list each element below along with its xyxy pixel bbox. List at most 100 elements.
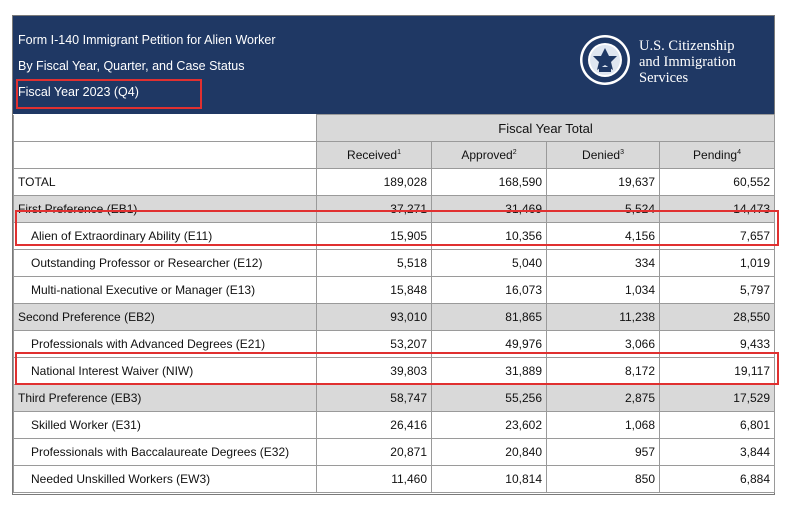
fiscal-year-label: Fiscal Year 2023 (Q4)	[18, 85, 139, 99]
row-label: Third Preference (EB3)	[13, 384, 317, 412]
cell-received: 26,416	[316, 411, 432, 439]
table-row: Second Preference (EB2) 93,010 81,865 11,23…	[13, 303, 775, 331]
cell-approved: 168,590	[431, 168, 547, 196]
cell-denied: 850	[546, 465, 660, 493]
cell-pending: 28,550	[659, 303, 775, 331]
cell-received: 58,747	[316, 384, 432, 412]
column-header-received: Received1	[316, 141, 432, 169]
column-header-pending: Pending4	[659, 141, 775, 169]
table-row: Needed Unskilled Workers (EW3) 11,460 10,8…	[13, 465, 775, 493]
blank-corner-2	[13, 141, 317, 169]
table-row: TOTAL 189,028 168,590 19,637 60,552	[13, 168, 775, 196]
row-label: Needed Unskilled Workers (EW3)	[13, 465, 317, 493]
cell-approved: 31,469	[431, 195, 547, 223]
cell-approved: 49,976	[431, 330, 547, 358]
row-label: Professionals with Advanced Degrees (E21…	[13, 330, 317, 358]
row-label: TOTAL	[13, 168, 317, 196]
column-label: Received	[347, 148, 398, 162]
cell-approved: 5,040	[431, 249, 547, 277]
row-label: National Interest Waiver (NIW)	[13, 357, 317, 385]
cell-approved: 20,840	[431, 438, 547, 466]
cell-pending: 19,117	[659, 357, 775, 385]
cell-denied: 334	[546, 249, 660, 277]
agency-name-line1: U.S. Citizenship	[639, 38, 735, 54]
dhs-seal-icon	[580, 35, 630, 85]
report-frame: Form I-140 Immigrant Petition for Alien …	[12, 15, 775, 495]
cell-pending: 9,433	[659, 330, 775, 358]
table-row: Professionals with Baccalaureate Degrees…	[13, 438, 775, 466]
cell-received: 37,271	[316, 195, 432, 223]
row-label: First Preference (EB1)	[13, 195, 317, 223]
cell-pending: 1,019	[659, 249, 775, 277]
cell-denied: 5,524	[546, 195, 660, 223]
cell-pending: 5,797	[659, 276, 775, 304]
cell-denied: 2,875	[546, 384, 660, 412]
cell-approved: 23,602	[431, 411, 547, 439]
row-label: Multi-national Executive or Manager (E13…	[13, 276, 317, 304]
table-row: Third Preference (EB3) 58,747 55,256 2,875 1…	[13, 384, 775, 412]
column-header-approved: Approved2	[431, 141, 547, 169]
cell-denied: 4,156	[546, 222, 660, 250]
cell-denied: 8,172	[546, 357, 660, 385]
report-title: Form I-140 Immigrant Petition for Alien …	[18, 33, 276, 47]
cell-received: 11,460	[316, 465, 432, 493]
cell-pending: 6,801	[659, 411, 775, 439]
row-label: Alien of Extraordinary Ability (E11)	[13, 222, 317, 250]
cell-approved: 16,073	[431, 276, 547, 304]
cell-received: 53,207	[316, 330, 432, 358]
agency-name-line3: Services	[639, 70, 689, 86]
footnote-marker: 3	[620, 149, 624, 156]
fiscal-year-total-header: Fiscal Year Total	[316, 114, 775, 142]
table-row: National Interest Waiver (NIW) 39,803 31,8…	[13, 357, 775, 385]
footnote-marker: 1	[397, 149, 401, 156]
table-row: Professionals with Advanced Degrees (E21…	[13, 330, 775, 358]
cell-approved: 10,356	[431, 222, 547, 250]
fiscal-year-highlight	[16, 79, 202, 109]
table-row: Skilled Worker (E31) 26,416 23,602 1,068 6,8…	[13, 411, 775, 439]
petition-table: Fiscal Year Total Received1 Approved2 De…	[13, 114, 775, 493]
report-header: Form I-140 Immigrant Petition for Alien …	[13, 16, 774, 114]
table-body: TOTAL 189,028 168,590 19,637 60,552 First Pre…	[13, 168, 775, 493]
table-row: First Preference (EB1) 37,271 31,469 5,524 1…	[13, 195, 775, 223]
table-row: Multi-national Executive or Manager (E13…	[13, 276, 775, 304]
cell-approved: 10,814	[431, 465, 547, 493]
column-label: Approved	[461, 148, 513, 162]
cell-approved: 81,865	[431, 303, 547, 331]
cell-received: 189,028	[316, 168, 432, 196]
row-label: Skilled Worker (E31)	[13, 411, 317, 439]
cell-denied: 3,066	[546, 330, 660, 358]
column-header-denied: Denied3	[546, 141, 660, 169]
agency-name-line2: and Immigration	[639, 54, 737, 70]
row-label: Outstanding Professor or Researcher (E12…	[13, 249, 317, 277]
table-row: Outstanding Professor or Researcher (E12…	[13, 249, 775, 277]
column-label: Pending	[693, 148, 738, 162]
cell-denied: 957	[546, 438, 660, 466]
cell-received: 5,518	[316, 249, 432, 277]
cell-pending: 14,473	[659, 195, 775, 223]
footnote-marker: 4	[737, 149, 741, 156]
cell-denied: 1,034	[546, 276, 660, 304]
row-label: Second Preference (EB2)	[13, 303, 317, 331]
report-subtitle: By Fiscal Year, Quarter, and Case Status	[18, 59, 245, 73]
cell-received: 15,905	[316, 222, 432, 250]
agency-name: U.S. Citizenship and Immigration Service…	[639, 38, 736, 86]
cell-denied: 19,637	[546, 168, 660, 196]
cell-received: 93,010	[316, 303, 432, 331]
cell-approved: 31,889	[431, 357, 547, 385]
footnote-marker: 2	[512, 149, 517, 156]
row-label: Professionals with Baccalaureate Degrees…	[13, 438, 317, 466]
cell-pending: 6,884	[659, 465, 775, 493]
cell-received: 15,848	[316, 276, 432, 304]
cell-pending: 3,844	[659, 438, 775, 466]
cell-pending: 60,552	[659, 168, 775, 196]
cell-pending: 17,529	[659, 384, 775, 412]
cell-denied: 11,238	[546, 303, 660, 331]
cell-pending: 7,657	[659, 222, 775, 250]
table-row: Alien of Extraordinary Ability (E11) 15,9…	[13, 222, 775, 250]
column-label: Denied	[582, 148, 621, 162]
cell-received: 39,803	[316, 357, 432, 385]
cell-denied: 1,068	[546, 411, 660, 439]
blank-corner	[13, 114, 317, 142]
cell-received: 20,871	[316, 438, 432, 466]
cell-approved: 55,256	[431, 384, 547, 412]
